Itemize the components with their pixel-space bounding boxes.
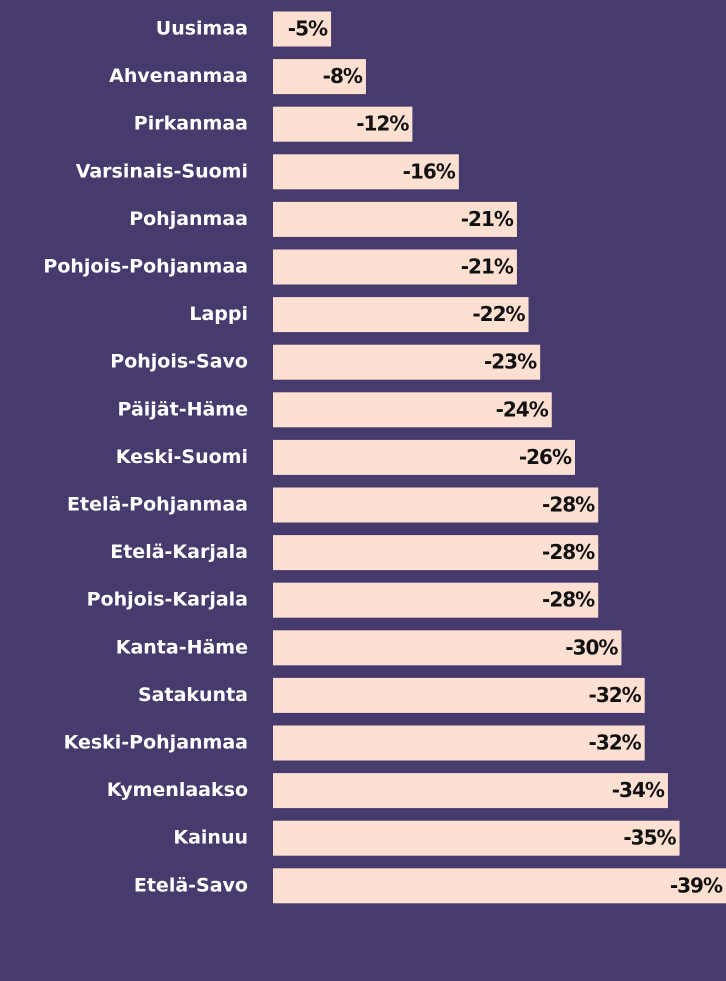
bar bbox=[273, 439, 575, 475]
bar bbox=[273, 106, 413, 142]
category-label: Uusimaa bbox=[156, 18, 248, 40]
category-label: Kanta-Häme bbox=[116, 636, 248, 658]
bar bbox=[273, 11, 332, 47]
bar bbox=[273, 297, 529, 333]
bar bbox=[273, 677, 645, 713]
category-label: Päijät-Häme bbox=[118, 398, 248, 420]
value-label: -8% bbox=[323, 64, 363, 88]
bar bbox=[273, 868, 726, 904]
category-label: Lappi bbox=[189, 303, 248, 325]
category-label: Etelä-Karjala bbox=[110, 541, 248, 563]
category-label: Varsinais-Suomi bbox=[76, 160, 248, 182]
value-label: -12% bbox=[356, 112, 409, 136]
value-label: -28% bbox=[542, 493, 595, 517]
value-label: -24% bbox=[496, 397, 549, 421]
category-label: Kainuu bbox=[173, 827, 248, 849]
value-label: -26% bbox=[519, 445, 572, 469]
bar bbox=[273, 59, 366, 95]
value-label: -23% bbox=[484, 350, 537, 374]
category-label: Ahvenanmaa bbox=[109, 65, 248, 87]
bar bbox=[273, 344, 541, 380]
bar bbox=[273, 535, 599, 571]
bar bbox=[273, 487, 599, 523]
category-label: Keski-Suomi bbox=[116, 446, 248, 468]
category-label: Keski-Pohjanmaa bbox=[64, 732, 248, 754]
bar bbox=[273, 392, 552, 428]
value-label: -28% bbox=[542, 588, 595, 612]
category-label: Satakunta bbox=[138, 684, 248, 706]
value-label: -28% bbox=[542, 540, 595, 564]
value-label: -22% bbox=[472, 302, 525, 326]
category-label: Etelä-Savo bbox=[134, 874, 248, 896]
bar bbox=[273, 820, 680, 856]
value-label: -21% bbox=[461, 255, 514, 279]
bar bbox=[273, 154, 459, 190]
value-label: -5% bbox=[288, 17, 328, 41]
bar bbox=[273, 249, 517, 285]
category-label: Etelä-Pohjanmaa bbox=[67, 494, 248, 516]
value-label: -34% bbox=[612, 778, 665, 802]
bar bbox=[273, 582, 599, 618]
value-label: -16% bbox=[403, 159, 456, 183]
category-label: Pohjois-Pohjanmaa bbox=[43, 256, 248, 278]
category-label: Pohjois-Karjala bbox=[87, 589, 248, 611]
category-label: Pirkanmaa bbox=[134, 113, 248, 135]
bar bbox=[273, 725, 645, 761]
value-label: -39% bbox=[670, 873, 723, 897]
category-label: Pohjanmaa bbox=[129, 208, 248, 230]
bar bbox=[273, 201, 517, 237]
bar bbox=[273, 630, 622, 666]
value-label: -21% bbox=[461, 207, 514, 231]
category-label: Kymenlaakso bbox=[107, 779, 248, 801]
bar bbox=[273, 773, 668, 809]
value-label: -35% bbox=[623, 826, 676, 850]
value-label: -32% bbox=[589, 683, 642, 707]
category-label: Pohjois-Savo bbox=[110, 351, 248, 373]
value-label: -30% bbox=[565, 635, 618, 659]
value-label: -32% bbox=[589, 731, 642, 755]
